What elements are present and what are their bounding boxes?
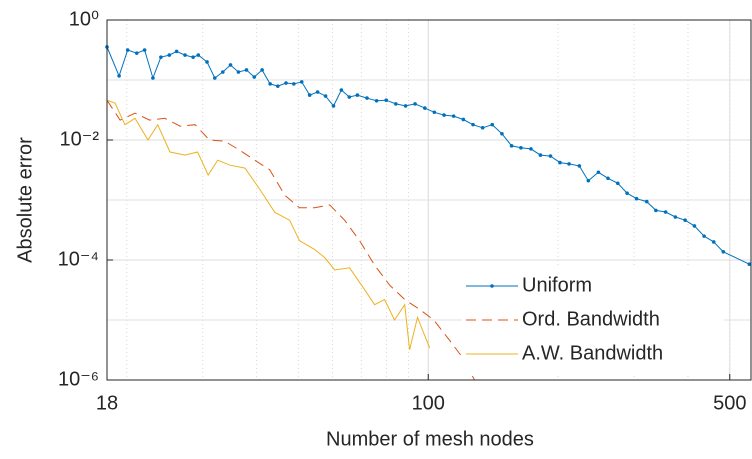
marker: [451, 114, 456, 118]
marker: [423, 106, 427, 110]
legend-label: A.W. Bandwidth: [522, 342, 663, 364]
marker: [134, 51, 139, 55]
marker: [244, 68, 249, 72]
marker: [413, 102, 417, 106]
marker: [292, 82, 296, 86]
y-axis-label: Absolute error: [14, 137, 36, 263]
marker: [663, 210, 668, 214]
marker: [183, 53, 187, 57]
marker: [596, 170, 601, 175]
x-axis-label: Number of mesh nodes: [326, 428, 534, 450]
marker: [252, 75, 257, 79]
marker: [268, 82, 272, 86]
marker: [721, 249, 726, 254]
marker: [221, 70, 225, 74]
marker: [529, 147, 533, 151]
marker: [567, 162, 571, 166]
series-line: [106, 99, 475, 381]
marker: [323, 94, 328, 98]
x-tick-label: 18: [96, 392, 118, 414]
legend-marker: [490, 284, 494, 288]
marker: [615, 181, 620, 186]
marker: [654, 208, 658, 213]
marker: [339, 88, 344, 92]
legend-label: Uniform: [522, 274, 592, 296]
marker: [644, 199, 649, 204]
marker: [125, 48, 130, 52]
marker: [394, 102, 398, 106]
marker: [509, 144, 514, 148]
marker: [711, 240, 716, 244]
x-tick-label: 500: [713, 392, 746, 414]
marker: [461, 117, 466, 122]
marker: [159, 55, 163, 59]
marker: [167, 53, 172, 57]
marker: [500, 131, 504, 136]
marker: [174, 49, 179, 54]
marker: [702, 234, 706, 238]
marker: [442, 113, 446, 117]
marker: [548, 154, 553, 158]
marker: [692, 224, 697, 228]
marker: [142, 48, 147, 52]
marker: [625, 191, 629, 195]
marker: [307, 93, 312, 97]
marker: [284, 81, 288, 85]
marker: [577, 164, 582, 168]
marker: [331, 104, 336, 108]
marker: [299, 80, 304, 84]
y-tick-label: 10⁰: [69, 8, 99, 30]
y-tick-label: 10⁻²: [60, 128, 100, 150]
marker: [212, 76, 217, 80]
legend-label: Ord. Bandwidth: [522, 308, 660, 330]
marker: [634, 196, 639, 201]
x-tick-label: 100: [412, 392, 445, 414]
marker: [490, 122, 495, 127]
marker: [403, 104, 408, 108]
marker: [471, 122, 475, 127]
marker: [236, 70, 241, 74]
marker: [315, 90, 320, 94]
marker: [747, 262, 752, 267]
marker: [432, 110, 437, 115]
marker: [683, 218, 687, 223]
marker: [538, 153, 543, 157]
series-line: [106, 99, 431, 350]
y-tick-label: 10⁻⁴: [58, 248, 99, 270]
marker: [196, 53, 201, 57]
marker: [558, 160, 562, 165]
marker: [355, 93, 360, 97]
marker: [276, 84, 280, 88]
marker: [205, 60, 209, 64]
marker: [365, 96, 369, 100]
marker: [374, 99, 379, 103]
axes-box: [106, 19, 752, 381]
marker: [260, 68, 264, 72]
y-tick-label: 10⁻⁶: [58, 368, 99, 390]
marker: [606, 176, 610, 181]
marker: [117, 74, 121, 78]
marker: [347, 95, 352, 99]
marker: [151, 76, 155, 80]
marker: [519, 146, 523, 150]
marker: [673, 215, 678, 219]
marker: [586, 178, 591, 183]
marker: [191, 55, 195, 59]
marker: [480, 125, 485, 130]
marker: [228, 63, 233, 67]
marker: [384, 98, 389, 103]
